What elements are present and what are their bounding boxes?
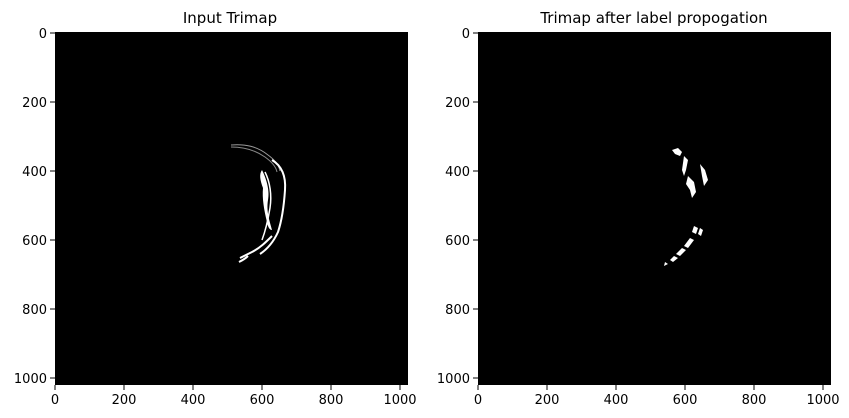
foreground-contour — [259, 159, 287, 255]
y-tick-label: 800 — [22, 303, 47, 318]
foreground-blob — [682, 156, 688, 176]
foreground-blob — [700, 164, 708, 186]
panel-title: Input Trimap — [183, 9, 277, 27]
y-tick-label: 600 — [22, 234, 47, 249]
foreground-contour — [261, 171, 272, 241]
y-axis: 0 200 400 600 800 1000 — [437, 27, 478, 387]
x-tick-label: 1000 — [806, 393, 839, 408]
foreground-blob — [670, 256, 678, 262]
foreground-blob — [684, 238, 694, 248]
x-axis: 0 200 400 600 800 1000 — [474, 385, 840, 408]
trimap-image — [55, 32, 408, 385]
foreground-blob — [664, 262, 668, 266]
y-tick-label: 200 — [22, 96, 47, 111]
foreground-blob — [676, 248, 686, 256]
y-tick-label: 600 — [445, 234, 470, 249]
x-tick-label: 400 — [604, 393, 629, 408]
x-axis: 0 200 400 600 800 1000 — [51, 385, 417, 408]
x-tick-label: 800 — [742, 393, 767, 408]
x-tick-label: 600 — [250, 393, 275, 408]
foreground-blob — [686, 176, 696, 198]
y-tick-label: 400 — [22, 165, 47, 180]
x-tick-label: 600 — [673, 393, 698, 408]
y-tick-label: 400 — [445, 165, 470, 180]
foreground-blob — [698, 228, 703, 236]
y-tick-label: 1000 — [14, 372, 47, 387]
panel-propagated-trimap: Trimap after label propogation 0 200 400… — [437, 9, 840, 408]
x-tick-label: 0 — [474, 393, 482, 408]
x-tick-label: 200 — [112, 393, 137, 408]
y-tick-label: 0 — [39, 27, 47, 42]
unknown-region-stroke — [230, 146, 278, 173]
y-tick-label: 800 — [445, 303, 470, 318]
x-tick-label: 0 — [51, 393, 59, 408]
foreground-contour — [239, 235, 273, 259]
foreground-blob — [260, 170, 272, 230]
panel-input-trimap: Input Trimap 0 200 400 600 800 1000 — [14, 9, 417, 408]
x-tick-label: 200 — [535, 393, 560, 408]
y-tick-label: 1000 — [437, 372, 470, 387]
x-tick-label: 1000 — [383, 393, 416, 408]
y-tick-label: 0 — [462, 27, 470, 42]
x-tick-label: 800 — [319, 393, 344, 408]
trimap-image — [478, 32, 831, 385]
y-tick-label: 200 — [445, 96, 470, 111]
foreground-contour — [238, 255, 249, 263]
panel-title: Trimap after label propogation — [539, 9, 767, 27]
y-axis: 0 200 400 600 800 1000 — [14, 27, 55, 387]
foreground-blob — [692, 226, 698, 234]
x-tick-label: 400 — [181, 393, 206, 408]
foreground-blob — [672, 148, 682, 156]
